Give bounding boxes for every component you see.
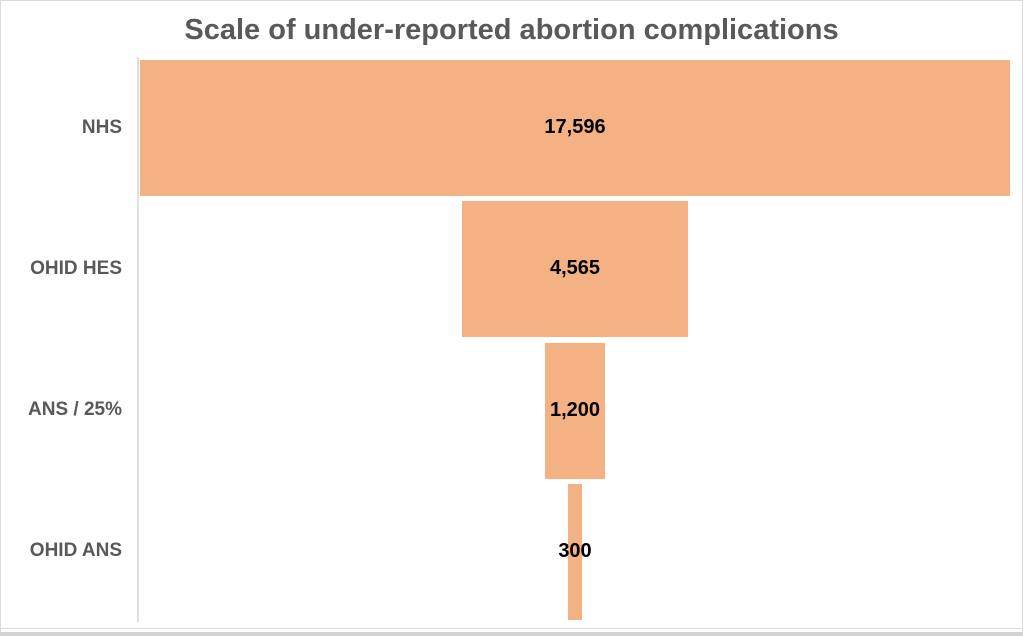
funnel-bar <box>462 201 688 338</box>
chart-title: Scale of under-reported abortion complic… <box>184 14 839 46</box>
value-label: 4,565 <box>549 257 601 280</box>
y-axis-line <box>137 57 139 622</box>
funnel-row: NHS 17,596 <box>0 57 1023 198</box>
value-label: 1,200 <box>549 398 601 421</box>
category-label: OHID HES <box>30 257 122 279</box>
funnel-bar <box>567 483 583 620</box>
funnel-bar <box>545 342 605 479</box>
category-label: ANS / 25% <box>28 399 122 420</box>
funnel-bar <box>140 60 1010 196</box>
value-label: 17,596 <box>544 116 606 138</box>
funnel-rows: NHS 17,596 OHID HES 4,565 ANS / 25% 1,200 OHID… <box>0 57 1023 622</box>
funnel-row: OHID ANS 300 <box>0 481 1023 622</box>
chart-bottom-border <box>0 628 1023 629</box>
value-label: 300 <box>558 539 592 562</box>
window-bottom-edge <box>0 632 1023 636</box>
category-label: OHID ANS <box>29 540 122 562</box>
funnel-row: OHID HES 4,565 <box>0 198 1023 339</box>
category-label: NHS <box>81 116 122 138</box>
funnel-row: ANS / 25% 1,200 <box>0 340 1023 481</box>
